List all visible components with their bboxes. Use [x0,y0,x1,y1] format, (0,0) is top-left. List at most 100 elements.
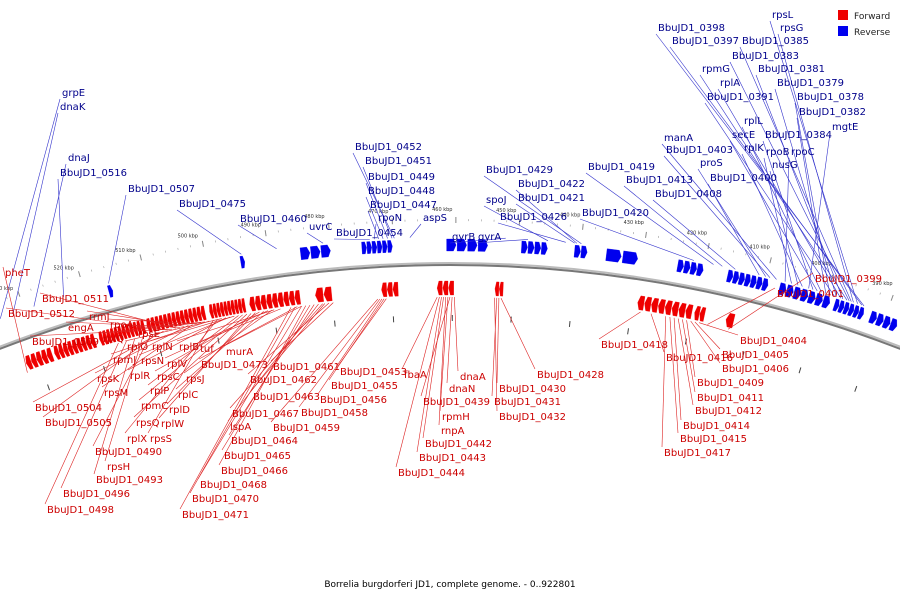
gene-label: rplR [130,371,150,382]
gene-label: BbuJD1_0422 [518,179,585,190]
gene-label: proS [700,158,723,169]
scale-tick-label: 390 kbp [872,281,892,287]
genome-backbone [0,264,900,350]
forward-gene-arrow [494,281,500,297]
scale-tick-label: 440 kbp [560,213,580,219]
leader-line [221,304,311,451]
leader-line [133,313,248,418]
leader-line [176,209,242,255]
reverse-gene-arrow [842,301,850,315]
scale-tick-label: 460 kbp [432,207,452,213]
gene-label: BbuJD1_0511 [42,294,109,305]
forward-gene-arrow [53,345,62,360]
forward-gene-arrow [694,305,701,321]
minor-tick [115,262,117,265]
leader-line [223,305,302,347]
forward-gene-arrow [249,296,256,312]
leader-line [352,152,395,239]
minor-tick [103,266,105,269]
leader-line [367,210,379,240]
gene-label: BbuJD1_0399 [815,274,882,285]
inner-tick [742,351,745,358]
leader-line [93,338,136,475]
reverse-gene-arrow [881,315,891,329]
gene-label: BbuJD1_0493 [96,475,163,486]
leader-line [777,33,854,303]
leader-line [86,310,185,327]
legend-label-reverse: Reverse [854,28,891,38]
leader-line [395,296,440,468]
gene-label: BbuJD1_0467 [232,409,299,420]
leader-line [694,321,721,350]
gene-label: manA [664,133,693,144]
leader-line [774,88,837,297]
reverse-gene-arrow [695,263,704,277]
inner-tick [159,350,163,357]
gene-label: BbuJD1_0421 [518,193,585,204]
reverse-gene-arrow [310,245,321,259]
gene-label: BbuJD1_0470 [192,494,259,505]
legend-swatch-forward [838,10,848,20]
inner-tick [103,365,106,372]
gene-label: BbuJD1_0408 [655,189,722,200]
gene-label: grpE [62,88,85,99]
forward-gene-arrow [227,300,233,316]
leader-line [446,296,453,384]
leader-line [298,298,381,408]
gene-label: rrmJ [89,312,110,323]
forward-gene-arrow [725,313,736,329]
forward-gene-arrow [85,335,93,350]
scale-tick [890,294,894,301]
forward-gene-arrow [272,293,279,308]
gene-label: BbuJD1_0412 [695,406,762,417]
scale-tick-label: 490 kbp [241,222,261,228]
scale-tick-label: 530 kbp [0,286,13,292]
reverse-gene-arrow [749,275,757,289]
leader-line [491,297,498,397]
leader-line [57,178,64,297]
reverse-gene-arrow [580,245,588,259]
forward-gene-arrow [106,329,113,344]
reverse-gene-arrow [361,241,367,255]
scale-tick [264,230,267,237]
leader-line [585,172,714,265]
forward-gene-arrow [121,324,128,340]
reverse-gene-arrow [821,295,830,309]
forward-gene-arrow [117,325,124,341]
gene-label: fbaA [404,370,427,381]
legend-label-forward: Forward [854,12,890,22]
gene-label: rpsS [150,434,172,445]
gene-label: rpoA [110,320,134,331]
gene-label: BbuJD1_0466 [221,466,288,477]
gene-label: BbuJD1_0448 [368,186,435,197]
inner-tick [798,367,802,374]
reverse-gene-arrow [521,240,528,254]
gene-label: BbuJD1_0432 [499,412,566,423]
leader-line [333,238,370,240]
gene-label: BbuJD1_0383 [732,51,799,62]
gene-label: BbuJD1_0416 [666,353,733,364]
gene-label: BbuJD1_0439 [423,397,490,408]
leader-line [808,132,831,289]
leader-line [661,316,666,448]
gene-label: BbuJD1_0509 [32,337,99,348]
reverse-gene-arrow [755,276,763,290]
leader-line [365,182,388,239]
reverse-gene-arrow [731,271,739,284]
leader-line [317,298,383,395]
forward-gene-arrow [98,331,106,346]
leader-line [228,304,315,436]
forward-gene-arrow [146,318,153,333]
gene-label: BbuJD1_0455 [331,381,398,392]
gene-label: BbuJD1_0406 [722,364,789,375]
gene-label: rpsE [138,329,160,340]
gene-label: rpoN [378,213,402,224]
reverse-gene-arrow [682,260,691,274]
reverse-gene-arrow [605,248,622,263]
reverse-gene-arrow [534,241,541,255]
scale-tick-label: 420 kbp [687,231,707,237]
leader-line [124,319,218,434]
forward-gene-arrow [381,282,388,297]
scale-tick [78,271,81,278]
